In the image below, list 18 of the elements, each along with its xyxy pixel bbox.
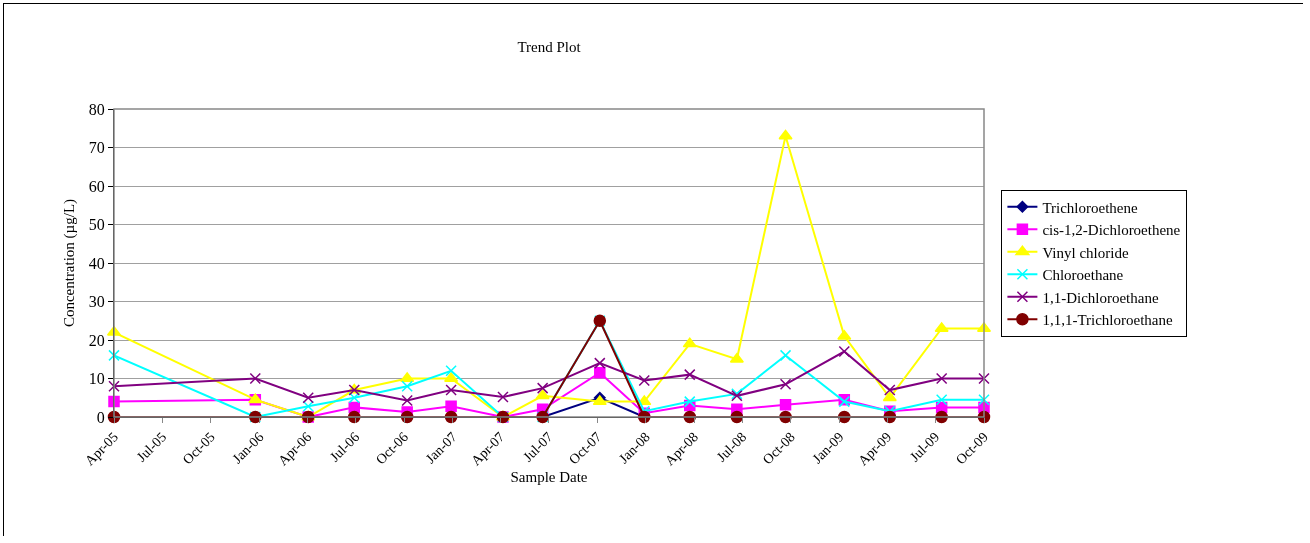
y-tick-label: 30 [88,293,105,311]
legend-label: 1,1-Dichloroethane [1042,289,1159,306]
y-tick-label: 80 [88,100,105,118]
x-axis-title: Sample Date [510,469,588,486]
y-tick-label: 50 [88,216,105,234]
y-tick-label: 60 [88,177,105,195]
y-tick-label: 70 [88,139,105,157]
legend-label: Chloroethane [1042,267,1124,284]
y-axis-title: Concentration (µg/L) [61,198,78,328]
legend-label: 1,1,1-Trichloroethane [1042,312,1173,329]
y-tick-label: 20 [88,331,105,349]
y-tick-label: 40 [88,254,105,272]
chart-title: Trend Plot [517,38,582,55]
legend-label: Vinyl chloride [1042,244,1129,261]
legend-label: cis-1,2-Dichloroethene [1042,222,1181,239]
y-tick-label: 10 [88,370,105,388]
legend-label: Trichloroethene [1042,199,1138,216]
y-tick-label: 0 [96,408,105,426]
